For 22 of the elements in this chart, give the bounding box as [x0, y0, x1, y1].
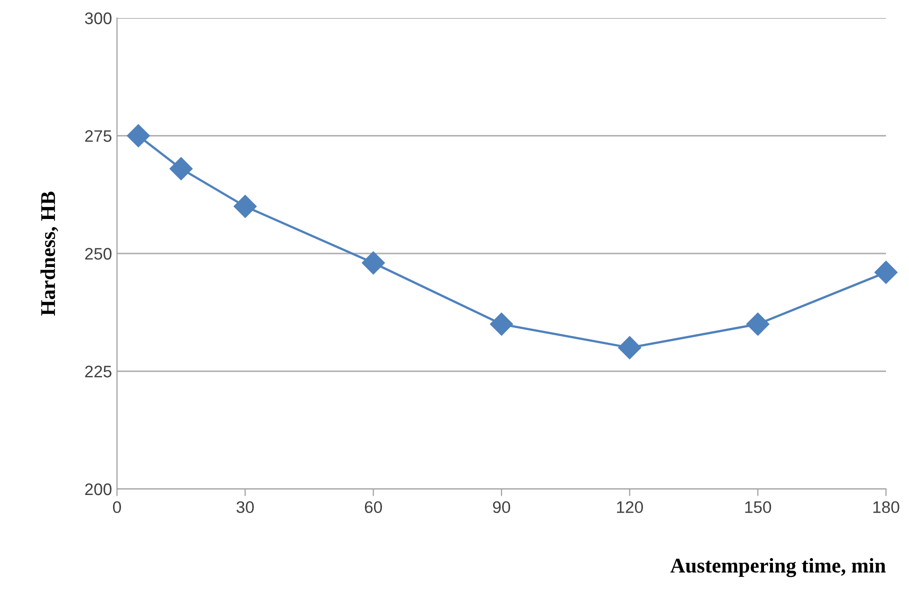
point [618, 336, 642, 360]
x-axis-title: Austempering time, min [670, 558, 886, 578]
x-tick-label: 90 [493, 501, 510, 514]
point [362, 251, 385, 274]
x-tick-label: 0 [113, 501, 121, 514]
y-tick-label: 225 [85, 366, 112, 378]
point [170, 157, 193, 180]
point [234, 194, 257, 218]
y-tick-label: 300 [84, 12, 112, 24]
y-tick-label: 200 [85, 483, 112, 496]
x-tick-label: 150 [745, 501, 772, 514]
x-tick-label: 180 [873, 501, 900, 514]
x-tick-label: 120 [617, 501, 643, 514]
point [126, 124, 150, 148]
point [874, 260, 898, 284]
x-tick-label: 30 [236, 501, 254, 514]
y-tick-label: 275 [85, 130, 112, 142]
y-tick-label: 250 [85, 248, 112, 260]
y-axis-title: Hardness, HB [40, 192, 58, 316]
point [490, 312, 513, 336]
x-tick-label: 60 [364, 501, 382, 514]
point [746, 312, 770, 336]
